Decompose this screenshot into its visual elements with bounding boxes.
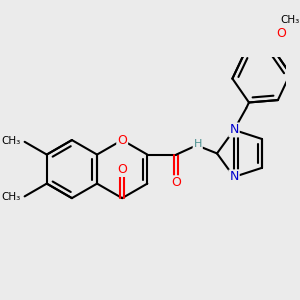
Text: CH₃: CH₃ <box>2 136 21 146</box>
Text: O: O <box>117 163 127 176</box>
Text: O: O <box>171 176 181 189</box>
Text: H: H <box>194 139 202 149</box>
Text: N: N <box>230 170 239 183</box>
Text: O: O <box>277 27 286 40</box>
Text: CH₃: CH₃ <box>281 15 300 25</box>
Text: CH₃: CH₃ <box>2 192 21 202</box>
Text: O: O <box>117 134 127 147</box>
Text: N: N <box>230 123 239 136</box>
